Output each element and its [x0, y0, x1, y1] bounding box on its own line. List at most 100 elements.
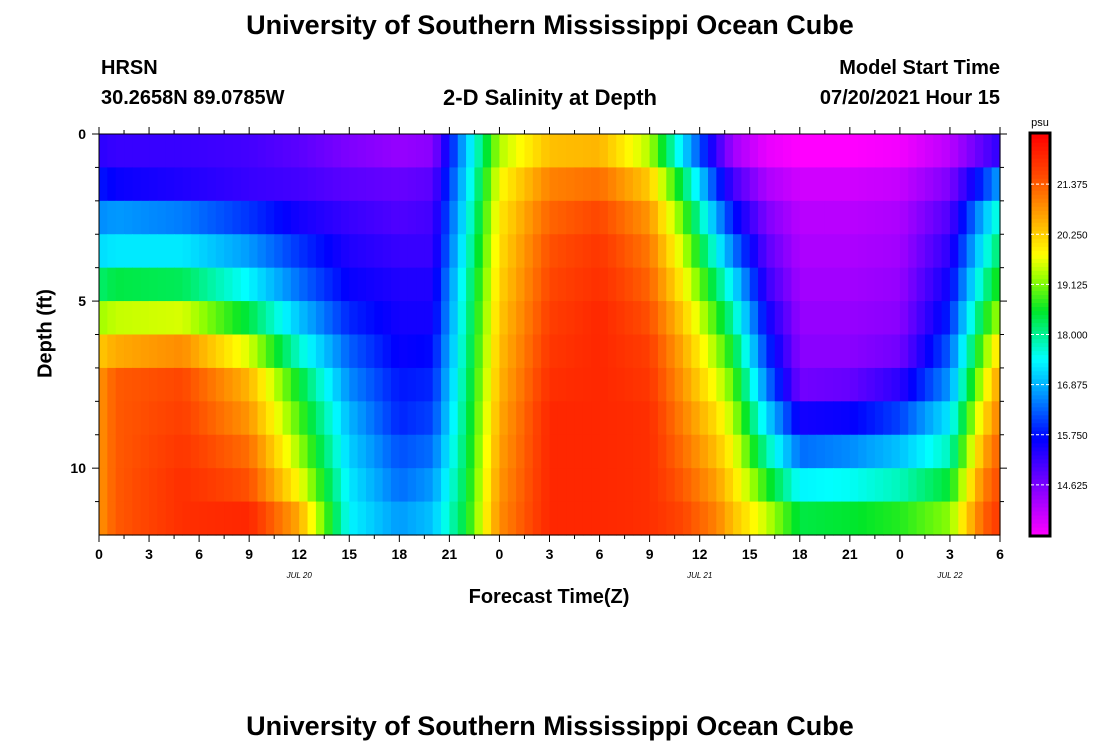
- heatmap-cell: [340, 167, 350, 202]
- heatmap-cell: [816, 501, 826, 536]
- heatmap-cell: [816, 267, 826, 302]
- heatmap-cell: [624, 167, 634, 202]
- heatmap-cell: [532, 301, 542, 336]
- heatmap-cell: [140, 167, 150, 202]
- heatmap-cell: [708, 234, 717, 269]
- heatmap-cell: [582, 401, 592, 436]
- heatmap-cell: [240, 301, 250, 336]
- heatmap-cell: [557, 334, 567, 369]
- heatmap-cell: [374, 334, 384, 369]
- heatmap-cell: [741, 234, 751, 269]
- heatmap-cell: [724, 334, 734, 369]
- heatmap-cell: [774, 301, 784, 336]
- heatmap-cell: [274, 267, 284, 302]
- heatmap-cell: [699, 367, 709, 402]
- heatmap-cell: [374, 401, 384, 436]
- heatmap-cell: [207, 134, 217, 169]
- heatmap-cell: [107, 334, 117, 369]
- heatmap-cell: [399, 367, 409, 402]
- heatmap-cell: [724, 134, 734, 169]
- heatmap-cell: [374, 200, 384, 235]
- heatmap-cell: [215, 134, 225, 169]
- heatmap-cell: [491, 267, 501, 302]
- heatmap-cell: [716, 200, 726, 235]
- heatmap-cell: [324, 367, 334, 402]
- heatmap-cell: [499, 267, 509, 302]
- colorbar-swatch: [1031, 298, 1049, 304]
- heatmap-cell: [974, 267, 984, 302]
- colorbar-swatch: [1031, 450, 1049, 456]
- heatmap-cell: [682, 167, 692, 202]
- heatmap-cell: [749, 134, 759, 169]
- heatmap-cell: [908, 301, 918, 336]
- heatmap-cell: [607, 367, 617, 402]
- heatmap-cell: [891, 200, 901, 235]
- heatmap-cell: [883, 468, 893, 503]
- colorbar-swatch: [1031, 362, 1049, 368]
- heatmap-cell: [632, 234, 642, 269]
- heatmap-cell: [858, 134, 868, 169]
- heatmap-cell: [824, 134, 834, 169]
- heatmap-cell: [240, 267, 250, 302]
- heatmap-cell: [991, 267, 1001, 302]
- heatmap-cell: [232, 434, 242, 469]
- heatmap-cell: [524, 167, 534, 202]
- heatmap-cell: [641, 301, 651, 336]
- heatmap-cell: [115, 200, 125, 235]
- heatmap-cell: [949, 367, 959, 402]
- heatmap-cell: [916, 501, 926, 536]
- heatmap-cell: [390, 167, 400, 202]
- heatmap-cell: [299, 134, 309, 169]
- heatmap-cell: [265, 367, 275, 402]
- heatmap-cell: [691, 267, 701, 302]
- heatmap-cell: [758, 167, 767, 202]
- heatmap-cell: [482, 301, 492, 336]
- heatmap-cell: [182, 468, 192, 503]
- heatmap-cell: [657, 301, 667, 336]
- heatmap-cell: [716, 334, 726, 369]
- heatmap-cell: [574, 267, 584, 302]
- heatmap-cell: [858, 468, 868, 503]
- heatmap-cell: [582, 200, 592, 235]
- heatmap-cell: [499, 401, 509, 436]
- heatmap-cell: [282, 334, 292, 369]
- heatmap-cell: [466, 367, 476, 402]
- heatmap-cell: [607, 434, 617, 469]
- heatmap-cell: [299, 301, 309, 336]
- heatmap-cell: [791, 234, 801, 269]
- heatmap-cell: [99, 267, 108, 302]
- heatmap-cell: [641, 167, 651, 202]
- heatmap-cell: [507, 167, 517, 202]
- heatmap-cell: [783, 434, 793, 469]
- heatmap-cell: [699, 501, 709, 536]
- colorbar-swatch: [1031, 270, 1049, 275]
- heatmap-cell: [691, 134, 701, 169]
- heatmap-cell: [449, 501, 459, 536]
- heatmap-cell: [966, 501, 976, 536]
- heatmap-cell: [374, 367, 384, 402]
- heatmap-cell: [466, 200, 476, 235]
- colorbar-swatch: [1031, 154, 1049, 159]
- heatmap-cell: [382, 200, 392, 235]
- heatmap-cell: [174, 434, 184, 469]
- x-tick-label: 6: [996, 546, 1004, 562]
- heatmap-cell: [816, 468, 826, 503]
- heatmap-cell: [466, 234, 476, 269]
- heatmap-cell: [833, 434, 843, 469]
- heatmap-cell: [908, 167, 918, 202]
- heatmap-cell: [766, 501, 776, 536]
- heatmap-cell: [466, 434, 476, 469]
- heatmap-cell: [240, 234, 250, 269]
- colorbar-swatch: [1031, 442, 1049, 448]
- heatmap-cell: [691, 468, 701, 503]
- heatmap-cell: [758, 367, 767, 402]
- heatmap-cell: [641, 200, 651, 235]
- heatmap-cell: [499, 367, 509, 402]
- heatmap-cell: [516, 234, 526, 269]
- heatmap-cell: [365, 301, 375, 336]
- heatmap-cell: [115, 501, 125, 536]
- heatmap-cell: [649, 301, 659, 336]
- heatmap-cell: [274, 401, 284, 436]
- heatmap-cell: [649, 434, 659, 469]
- heatmap-cell: [816, 134, 826, 169]
